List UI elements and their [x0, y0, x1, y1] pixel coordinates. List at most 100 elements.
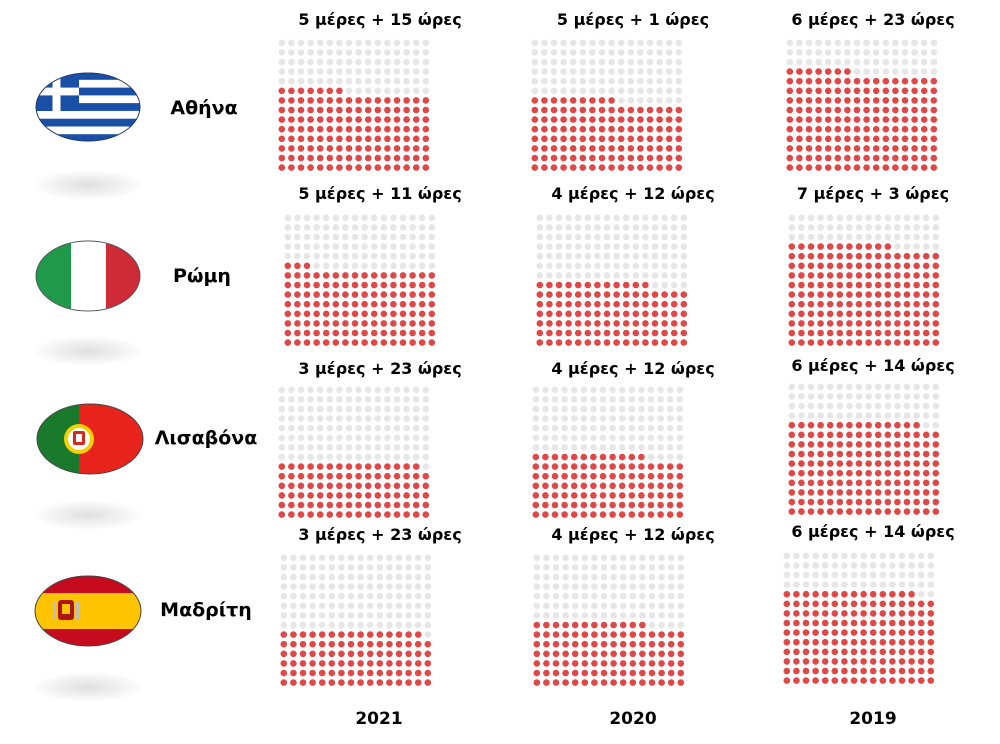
waffle-dot-filled — [836, 329, 844, 337]
waffle-dot-filled — [796, 154, 803, 162]
waffle-dot-filled — [932, 329, 940, 337]
waffle-dot-filled — [786, 68, 794, 75]
waffle-dot-filled — [802, 638, 810, 646]
waffle-dot-filled — [815, 125, 822, 133]
waffle-dot-filled — [844, 116, 851, 123]
waffle-dot-empty — [658, 612, 665, 619]
waffle-dot-empty — [658, 564, 665, 571]
waffle-dot-empty — [428, 214, 436, 222]
waffle-dot-filled — [874, 310, 882, 318]
waffle-dot-empty — [297, 58, 305, 66]
waffle-dot-filled — [793, 667, 800, 675]
waffle-dot-filled — [850, 667, 858, 675]
waffle-dot-filled — [550, 164, 558, 171]
waffle-dot-filled — [865, 508, 872, 515]
waffle-dot-filled — [860, 610, 867, 617]
waffle-dot-filled — [422, 135, 430, 143]
waffle-dot-filled — [786, 97, 794, 104]
waffle-dot-empty — [380, 262, 388, 270]
waffle-dot-empty — [561, 424, 568, 432]
waffle-dot-empty — [901, 39, 909, 47]
waffle-dot-filled — [927, 648, 935, 656]
waffle-dot-filled — [384, 97, 391, 104]
waffle-dot-filled — [336, 145, 343, 152]
waffle-dot-filled — [313, 320, 320, 327]
waffle-dot-filled — [802, 677, 810, 684]
waffle-dot-filled — [889, 590, 896, 598]
waffle-dot-filled — [661, 291, 668, 298]
waffle-dot-filled — [598, 145, 606, 152]
waffle-dot-empty — [903, 243, 911, 250]
waffle-dot-filled — [648, 669, 656, 677]
waffle-dot-empty — [836, 224, 844, 231]
waffle-dot-filled — [284, 339, 292, 346]
waffle-dot-empty — [555, 262, 563, 270]
waffle-dot-empty — [930, 39, 938, 47]
waffle-dot-empty — [536, 272, 544, 279]
waffle-dot-filled — [913, 310, 920, 318]
waffle-dot-filled — [428, 329, 436, 337]
waffle-dot-empty — [667, 602, 675, 610]
waffle-dot-filled — [376, 660, 384, 667]
waffle-dot-filled — [571, 621, 579, 629]
waffle-dot-filled — [590, 463, 597, 470]
waffle-dot-filled — [532, 511, 540, 518]
waffle-dot-empty — [642, 272, 649, 279]
waffle-dot-empty — [855, 214, 863, 222]
waffle-dot-empty — [647, 434, 655, 442]
waffle-dot-empty — [610, 564, 617, 571]
waffle-dot-filled — [788, 498, 796, 506]
waffle-dot-empty — [670, 262, 678, 270]
waffle-dot-filled — [551, 492, 559, 499]
waffle-dot-empty — [667, 564, 675, 571]
waffle-dot-empty — [609, 386, 616, 394]
waffle-dot-empty — [783, 571, 791, 579]
waffle-dot-filled — [817, 460, 824, 467]
waffle-dot-filled — [855, 329, 863, 337]
waffle-dot-empty — [552, 583, 560, 590]
waffle-dot-empty — [309, 583, 316, 590]
waffle-dot-filled — [831, 638, 839, 646]
waffle-dot-empty — [307, 58, 314, 66]
waffle-dot-empty — [345, 444, 353, 451]
waffle-dot-filled — [922, 329, 930, 337]
waffle-dot-empty — [541, 39, 548, 47]
waffle-dot-filled — [570, 472, 578, 480]
waffle-dot-empty — [793, 562, 800, 569]
waffle-dot-empty — [846, 224, 853, 231]
waffle-dot-filled — [374, 97, 382, 104]
waffle-dot-filled — [316, 463, 324, 470]
waffle-dot-filled — [328, 650, 336, 658]
waffle-dot-empty — [589, 39, 596, 47]
waffle-dot-empty — [569, 87, 577, 95]
waffle-dot-empty — [677, 592, 685, 600]
waffle-dot-filled — [609, 511, 616, 518]
waffle-dot-filled — [846, 252, 853, 260]
waffle-dot-filled — [903, 320, 911, 327]
waffle-dot-empty — [670, 233, 678, 241]
waffle-dot-empty — [395, 564, 403, 571]
waffle-dot-filled — [932, 281, 940, 289]
waffle-dot-filled — [309, 640, 316, 648]
waffle-dot-empty — [821, 552, 829, 560]
waffle-dot-filled — [399, 272, 407, 279]
waffle-dot-empty — [428, 252, 436, 260]
waffle-dot-empty — [390, 243, 397, 250]
waffle-dot-empty — [533, 612, 541, 619]
waffle-dot-filled — [855, 262, 863, 270]
waffle-dot-filled — [290, 631, 297, 638]
waffle-dot-filled — [853, 87, 861, 95]
waffle-dot-filled — [661, 310, 668, 318]
waffle-dot-empty — [860, 581, 867, 588]
waffle-dot-filled — [793, 677, 800, 684]
waffle-dot-filled — [603, 300, 611, 308]
waffle-dot-filled — [294, 300, 301, 308]
waffle-dot-empty — [622, 272, 630, 279]
waffle-dot-filled — [894, 300, 901, 308]
waffle-dot-empty — [412, 396, 420, 403]
waffle-dot-empty — [412, 386, 420, 394]
waffle-dot-empty — [599, 386, 607, 394]
waffle-dot-filled — [658, 660, 665, 667]
waffle-dot-filled — [374, 492, 382, 499]
waffle-dot-filled — [600, 640, 608, 648]
